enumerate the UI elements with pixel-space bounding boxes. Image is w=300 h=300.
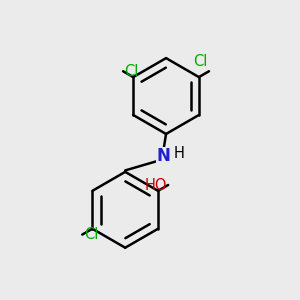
Text: Cl: Cl <box>193 54 208 69</box>
Text: HO: HO <box>144 178 167 193</box>
Text: H: H <box>174 146 184 161</box>
Text: Cl: Cl <box>124 64 139 79</box>
Text: N: N <box>156 147 170 165</box>
Text: Cl: Cl <box>84 227 98 242</box>
